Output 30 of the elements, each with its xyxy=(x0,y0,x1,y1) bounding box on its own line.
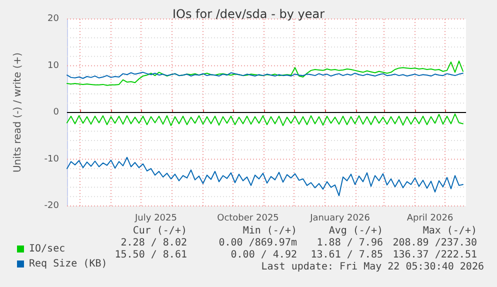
text: 15.50 / 8.61 xyxy=(114,250,187,260)
text: 208.89 /237.30 xyxy=(392,238,477,248)
text: 1.88 / 7.96 xyxy=(316,238,383,248)
y-tick-label: -20 xyxy=(44,201,60,211)
text: Min (-/+) xyxy=(242,226,297,236)
text: 13.61 / 7.85 xyxy=(310,250,383,260)
y-tick-label: -10 xyxy=(44,154,60,164)
text: Max (-/+) xyxy=(422,226,477,236)
x-tick-label: July 2025 xyxy=(134,214,177,224)
text: 0.00 /869.97m xyxy=(218,238,297,248)
line-series xyxy=(66,156,464,196)
line-series xyxy=(66,113,464,126)
text: Cur (-/+) xyxy=(132,226,187,236)
text: 2.28 / 8.02 xyxy=(120,238,187,248)
x-tick-label: October 2025 xyxy=(217,214,279,224)
text: 0.00 / 4.92 xyxy=(230,250,297,260)
text: 136.37 /222.51 xyxy=(392,250,477,260)
text: Last update: Fri May 22 05:30:40 2026 xyxy=(261,262,484,272)
chart-title: IOs for /dev/sda - by year xyxy=(172,7,325,21)
x-tick-label: January 2026 xyxy=(309,214,370,224)
legend-label: IO/sec xyxy=(29,244,66,254)
text: Avg (-/+) xyxy=(328,226,383,236)
y-tick-label: 20 xyxy=(48,14,60,24)
y-tick-label: 0 xyxy=(53,108,60,118)
legend-label: Req Size (KB) xyxy=(29,258,108,270)
x-tick-label: April 2026 xyxy=(406,214,454,224)
line-series xyxy=(66,60,464,86)
line-series xyxy=(66,72,464,79)
y-tick-label: 10 xyxy=(48,60,60,71)
y-axis-title: Units read (-) / write (+) xyxy=(12,52,24,173)
